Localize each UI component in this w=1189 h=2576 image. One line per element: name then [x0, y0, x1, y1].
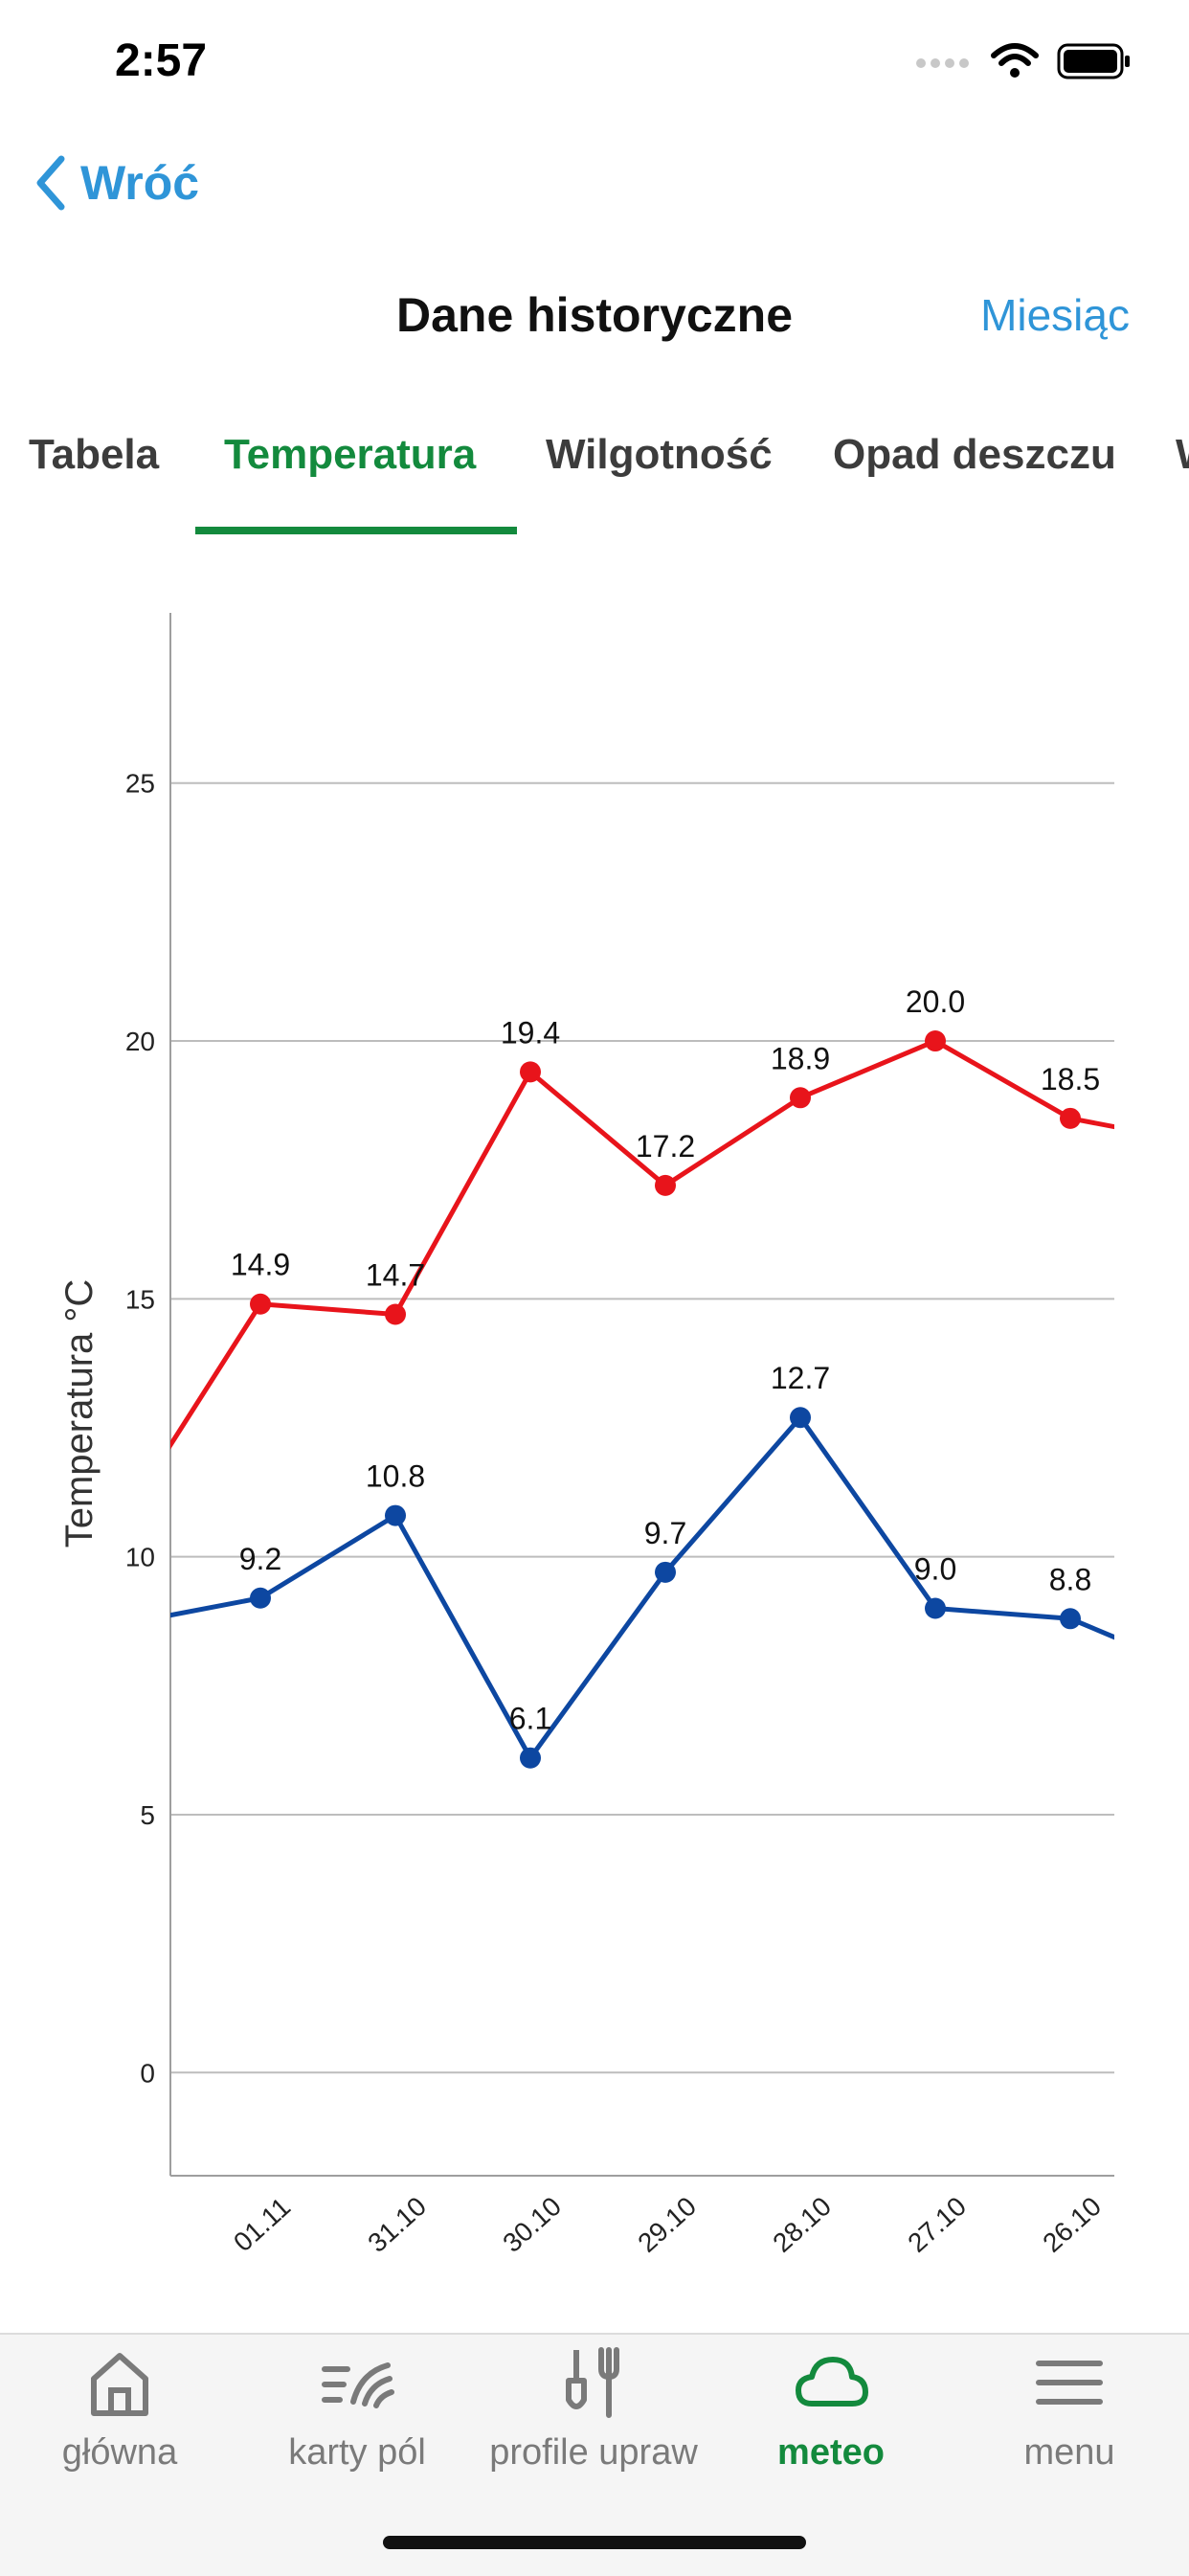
- nav-label-menu: menu: [1023, 2432, 1115, 2473]
- data-point-min: [655, 1561, 676, 1583]
- data-point-max: [1060, 1107, 1081, 1129]
- nav-item-meteo[interactable]: meteo: [711, 2344, 951, 2474]
- nav-item-menu[interactable]: menu: [950, 2344, 1189, 2474]
- x-tick-label: 30.10: [497, 2191, 567, 2258]
- nav-label-crop-profiles: profile upraw: [489, 2432, 698, 2473]
- data-point-max: [655, 1174, 676, 1196]
- data-label-max: 18.5: [1041, 1062, 1100, 1096]
- y-tick-label: 0: [140, 2058, 155, 2088]
- bottom-navigation: główna karty pól profile upraw meteo men…: [0, 2333, 1189, 2576]
- x-tick-label: 28.10: [767, 2191, 837, 2258]
- y-tick-label: 5: [140, 1800, 155, 1830]
- data-label-min: 9.0: [914, 1552, 956, 1587]
- field-cards-icon: [322, 2362, 394, 2408]
- tab-next-partial[interactable]: W: [1176, 431, 1189, 479]
- data-label-min: 9.2: [239, 1542, 281, 1576]
- data-label-min: 6.1: [509, 1702, 551, 1736]
- hamburger-menu-icon: [1036, 2361, 1103, 2405]
- data-label-max: 14.7: [366, 1258, 425, 1293]
- nav-item-home[interactable]: główna: [0, 2344, 239, 2474]
- x-tick-label: 01.11: [228, 2192, 296, 2258]
- tab-table[interactable]: Tabela: [29, 431, 160, 478]
- home-indicator: [383, 2536, 806, 2549]
- tab-humidity[interactable]: Wilgotność: [546, 431, 773, 478]
- data-label-max: 14.9: [231, 1248, 290, 1282]
- page-title: Dane historyczne: [395, 288, 793, 342]
- data-point-max: [250, 1293, 271, 1315]
- cellular-signal-icon: [916, 58, 969, 68]
- x-tick-label: 26.10: [1037, 2191, 1107, 2258]
- data-label-min: 9.7: [644, 1516, 686, 1550]
- data-point-min: [520, 1747, 541, 1769]
- data-point-min: [790, 1407, 811, 1429]
- cloud-icon: [796, 2357, 868, 2407]
- data-point-max: [925, 1030, 946, 1052]
- wifi-icon: [991, 43, 1039, 78]
- y-axis-title: Temperatura °C: [58, 1279, 101, 1548]
- crop-profiles-icon: [566, 2347, 619, 2418]
- data-point-min: [250, 1587, 271, 1609]
- data-label-min: 12.7: [771, 1361, 830, 1395]
- nav-item-field-cards[interactable]: karty pól: [237, 2344, 477, 2474]
- x-tick-label: 27.10: [902, 2191, 972, 2258]
- nav-label-home: główna: [61, 2432, 178, 2473]
- chevron-left-icon: [36, 155, 65, 211]
- x-tick-label: 31.10: [362, 2191, 432, 2258]
- data-label-max: 17.2: [636, 1129, 695, 1164]
- series-line-min: [170, 1414, 1114, 1761]
- nav-item-crop-profiles[interactable]: profile upraw: [474, 2344, 713, 2474]
- data-label-max: 19.4: [501, 1015, 560, 1050]
- temperature-chart: 0 5 10 15 20 25 Temperatura °C 01.11 31.10 30.10 2…: [58, 613, 1114, 2258]
- nav-label-meteo: meteo: [777, 2432, 885, 2473]
- status-time: 2:57: [115, 35, 208, 86]
- data-point-max: [790, 1087, 811, 1109]
- x-tick-label: 29.10: [632, 2191, 702, 2258]
- nav-label-field-cards: karty pól: [288, 2432, 426, 2473]
- status-bar: 2:57: [0, 0, 1189, 124]
- data-point-min: [1060, 1608, 1081, 1630]
- y-tick-label: 25: [125, 769, 155, 799]
- status-icons: [915, 42, 1132, 80]
- data-point-min: [925, 1597, 946, 1619]
- period-selector-button[interactable]: Miesiąc: [980, 290, 1130, 340]
- active-tab-indicator: [195, 527, 517, 534]
- back-label: Wróć: [80, 156, 200, 210]
- data-point-max: [520, 1061, 541, 1083]
- data-label-max: 18.9: [771, 1041, 830, 1075]
- back-button[interactable]: Wróć: [34, 155, 199, 211]
- data-point-max: [385, 1303, 406, 1325]
- data-label-min: 10.8: [366, 1459, 425, 1494]
- y-tick-label: 20: [125, 1027, 155, 1056]
- data-point-min: [385, 1504, 406, 1526]
- y-tick-label: 10: [125, 1543, 155, 1572]
- home-icon: [91, 2353, 148, 2416]
- battery-icon: [1057, 43, 1130, 79]
- tab-rainfall[interactable]: Opad deszczu: [833, 431, 1116, 478]
- data-label-max: 20.0: [906, 984, 965, 1019]
- y-tick-label: 15: [125, 1284, 155, 1314]
- tab-temperature[interactable]: Temperatura: [224, 431, 477, 478]
- data-label-min: 8.8: [1049, 1562, 1091, 1596]
- tab-bar: Tabela Temperatura Wilgotność Opad deszc…: [0, 421, 1189, 536]
